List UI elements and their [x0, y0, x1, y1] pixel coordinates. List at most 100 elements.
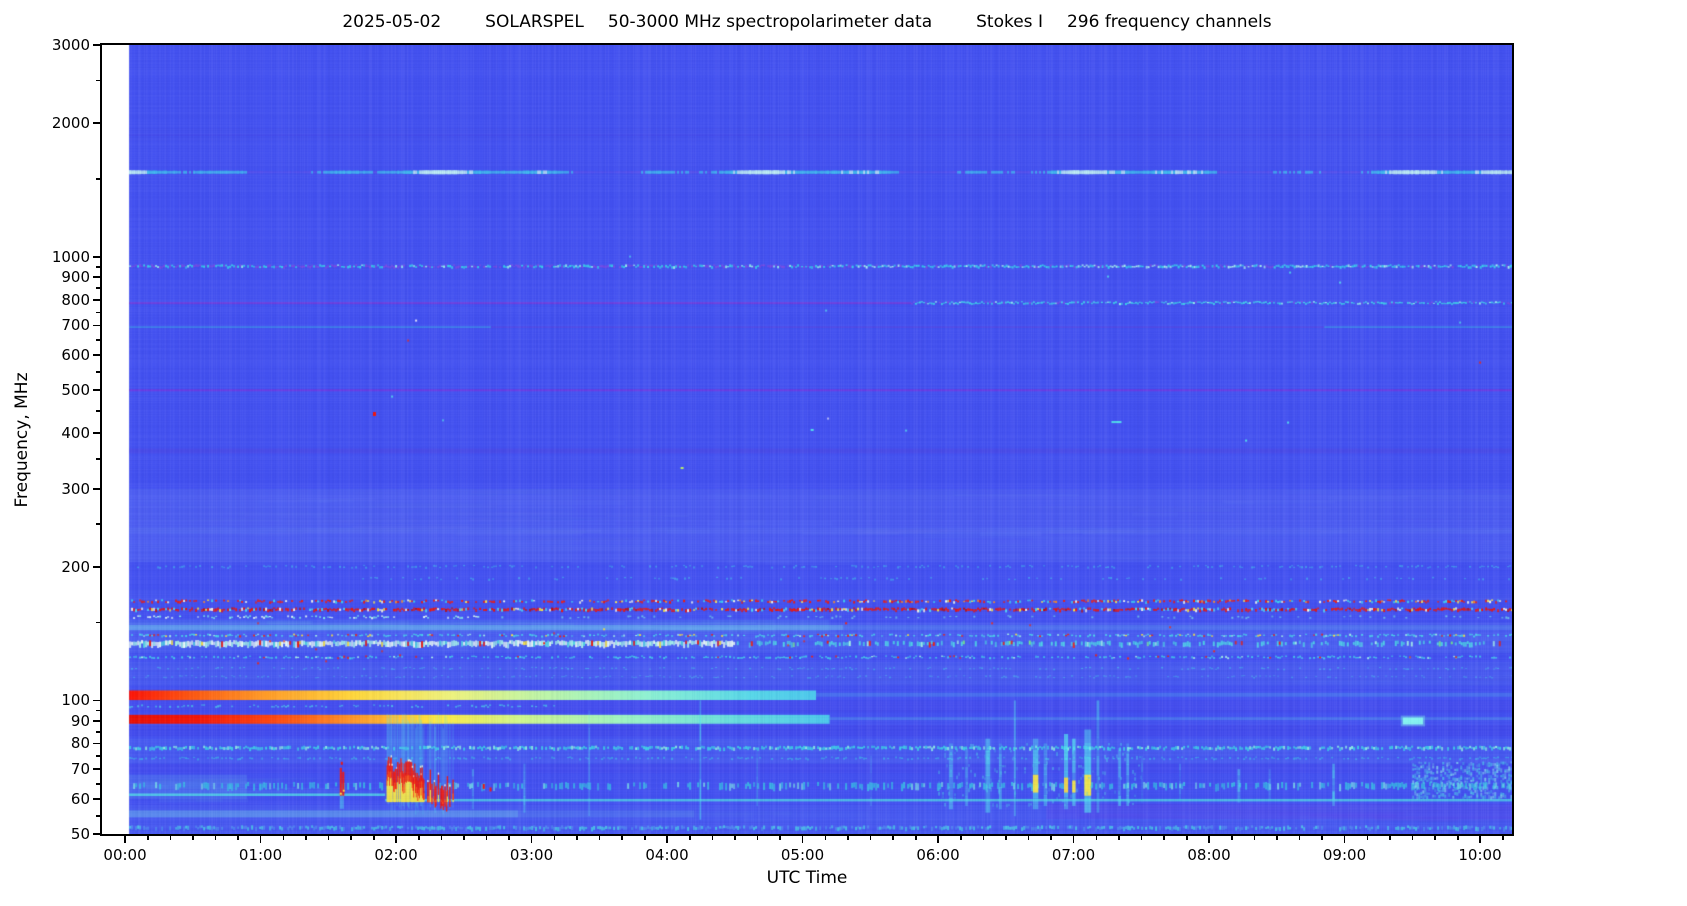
y-tick [93, 354, 100, 356]
y-tick-label: 80 [70, 734, 90, 753]
y-minor-tick [96, 755, 100, 757]
y-tick [93, 276, 100, 278]
x-tick [937, 836, 939, 843]
x-minor-tick [779, 836, 782, 840]
x-minor-tick [1027, 836, 1030, 840]
x-minor-tick [327, 836, 330, 840]
y-minor-tick [96, 709, 100, 712]
x-minor-tick [689, 836, 691, 840]
x-minor-tick [508, 836, 511, 840]
x-tick-label: 06:00 [916, 846, 960, 864]
x-minor-tick [869, 836, 872, 840]
x-tick-label: 08:00 [1187, 846, 1231, 864]
x-tick-label: 03:00 [509, 846, 554, 864]
x-minor-tick [621, 836, 623, 840]
x-tick [395, 836, 397, 843]
y-tick [93, 298, 100, 301]
y-tick-label: 200 [61, 557, 90, 576]
x-minor-tick [1253, 836, 1256, 840]
x-tick-label: 04:00 [645, 846, 689, 864]
x-tick [259, 836, 262, 843]
x-minor-tick [440, 836, 443, 840]
y-tick [93, 432, 100, 435]
x-tick [1343, 836, 1346, 843]
y-minor-tick [96, 458, 100, 461]
x-minor-tick [960, 836, 962, 840]
x-minor-tick [1434, 836, 1436, 840]
x-minor-tick [485, 836, 488, 840]
x-tick-label: 05:00 [780, 846, 825, 864]
x-tick [666, 836, 668, 843]
y-tick [93, 324, 100, 327]
x-minor-tick [1456, 836, 1459, 840]
x-minor-tick [463, 836, 465, 840]
x-minor-tick [576, 836, 578, 840]
y-tick [93, 768, 100, 770]
x-minor-tick [598, 836, 601, 840]
title-channels: 296 frequency channels [1066, 12, 1272, 32]
y-minor-tick [96, 287, 100, 290]
x-minor-tick [1411, 836, 1414, 840]
x-minor-tick [1276, 836, 1278, 840]
x-minor-tick [282, 836, 285, 840]
x-tick [1479, 836, 1481, 843]
y-minor-tick [96, 79, 100, 82]
x-tick-label: 10:00 [1458, 846, 1502, 864]
y-tick-label: 2000 [51, 114, 90, 133]
y-tick-label: 60 [70, 789, 90, 808]
x-minor-tick [192, 836, 194, 840]
x-tick-label: 01:00 [238, 846, 283, 864]
y-tick-label: 500 [61, 381, 90, 400]
y-tick-label: 50 [70, 825, 90, 843]
y-minor-tick [96, 311, 100, 314]
x-minor-tick [147, 836, 149, 840]
x-minor-tick [1140, 836, 1143, 840]
y-tick-label: 900 [61, 268, 90, 286]
x-minor-tick [305, 836, 307, 840]
x-minor-tick [1163, 836, 1165, 840]
x-minor-tick [643, 836, 646, 840]
y-tick [93, 255, 100, 258]
y-tick-label: 800 [61, 290, 90, 309]
x-minor-tick [1185, 836, 1188, 840]
y-tick [93, 798, 100, 800]
title-instrument: SOLARSPEL [485, 12, 584, 32]
x-tick [801, 836, 804, 843]
x-minor-tick [214, 836, 217, 840]
x-minor-tick [372, 836, 375, 840]
x-minor-tick [892, 836, 894, 840]
y-minor-tick [96, 815, 100, 817]
x-minor-tick [1389, 836, 1391, 840]
y-minor-tick [96, 782, 100, 785]
x-minor-tick [237, 836, 240, 840]
x-minor-tick [418, 836, 420, 840]
x-minor-tick [350, 836, 352, 840]
plot-area [100, 43, 1514, 836]
x-minor-tick [982, 836, 985, 840]
y-tick [93, 389, 100, 392]
y-tick-label: 3000 [51, 36, 90, 54]
x-minor-tick [1095, 836, 1098, 840]
x-minor-tick [1366, 836, 1369, 840]
x-tick [1072, 836, 1075, 843]
x-tick [1208, 836, 1210, 843]
y-tick [93, 566, 100, 568]
plot-title: 2025-05-02 SOLARSPEL 50-3000 MHz spectro… [100, 12, 1514, 32]
y-tick [93, 122, 100, 124]
x-tick-label: 02:00 [374, 846, 418, 864]
x-minor-tick [1502, 836, 1504, 840]
x-minor-tick [711, 836, 714, 840]
x-minor-tick [1005, 836, 1007, 840]
y-minor-tick [96, 523, 100, 525]
y-minor-tick [96, 339, 100, 341]
x-minor-tick [169, 836, 172, 840]
x-minor-tick [756, 836, 759, 840]
y-tick [93, 719, 100, 722]
x-minor-tick [553, 836, 556, 840]
y-tick-label: 70 [70, 760, 90, 779]
y-tick-label: 1000 [51, 247, 90, 266]
x-minor-tick [914, 836, 917, 840]
y-minor-tick [96, 265, 100, 268]
y-tick-label: 300 [61, 479, 90, 498]
